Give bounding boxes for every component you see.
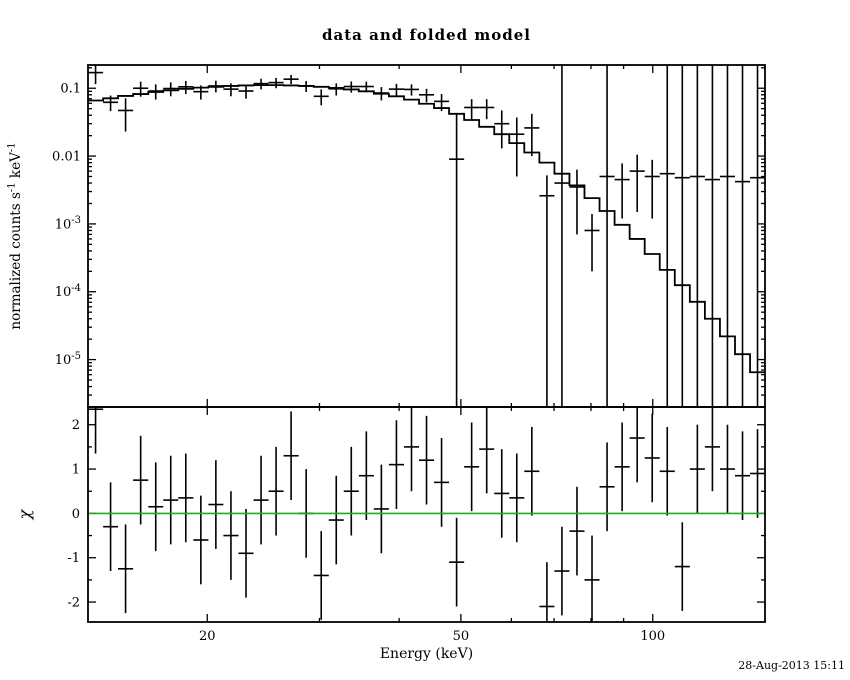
- y-tick-label: 10-4: [55, 283, 81, 300]
- y-tick-label: 1: [72, 463, 80, 478]
- y-tick-label: 2: [72, 418, 80, 433]
- chi-axis-label: χ: [15, 508, 34, 520]
- y-tick-label: -2: [67, 596, 80, 611]
- y-tick-label: 10-5: [55, 351, 81, 368]
- residual-panel-frame: [87, 406, 766, 623]
- y-tick-label: -1: [67, 551, 80, 566]
- y-axis-label: normalized counts s-1 keV-1: [7, 142, 24, 329]
- timestamp: 28-Aug-2013 15:11: [738, 659, 845, 672]
- y-tick-label: 0.01: [52, 150, 81, 165]
- x-tick-label: 20: [199, 629, 216, 644]
- x-axis-label: Energy (keV): [379, 646, 474, 662]
- x-tick-label: 100: [640, 629, 665, 644]
- x-tick-label: 50: [453, 629, 470, 644]
- y-tick-label: 10-3: [55, 215, 81, 232]
- y-tick-label: 0.1: [60, 82, 81, 97]
- spectrum-panel-frame: [87, 64, 766, 408]
- y-tick-label: 0: [72, 507, 80, 522]
- model-line: [88, 84, 765, 374]
- chart-title: data and folded model: [322, 26, 531, 44]
